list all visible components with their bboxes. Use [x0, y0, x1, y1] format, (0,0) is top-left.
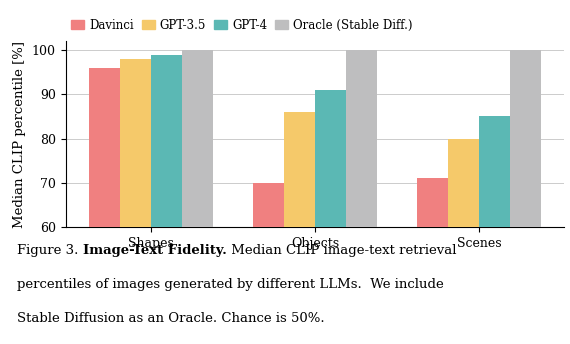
Text: percentiles of images generated by different LLMs.  We include: percentiles of images generated by diffe… — [17, 278, 444, 291]
Bar — [315, 90, 346, 344]
Bar — [346, 50, 377, 344]
Y-axis label: Median CLIP percentile [%]: Median CLIP percentile [%] — [13, 41, 26, 228]
Bar — [510, 50, 542, 344]
Text: Median CLIP image-text retrieval: Median CLIP image-text retrieval — [227, 244, 456, 257]
Bar — [479, 117, 510, 344]
Legend: Davinci, GPT-3.5, GPT-4, Oracle (Stable Diff.): Davinci, GPT-3.5, GPT-4, Oracle (Stable … — [71, 19, 413, 32]
Text: Figure 3.: Figure 3. — [17, 244, 83, 257]
Bar — [448, 139, 479, 344]
Bar — [182, 50, 213, 344]
Bar — [120, 59, 151, 344]
Text: Image-Text Fidelity.: Image-Text Fidelity. — [83, 244, 227, 257]
Text: Stable Diffusion as an Oracle. Chance is 50%.: Stable Diffusion as an Oracle. Chance is… — [17, 312, 325, 325]
Bar — [253, 183, 284, 344]
Bar — [417, 179, 448, 344]
Bar — [88, 68, 120, 344]
Bar — [151, 55, 182, 344]
Bar — [284, 112, 315, 344]
